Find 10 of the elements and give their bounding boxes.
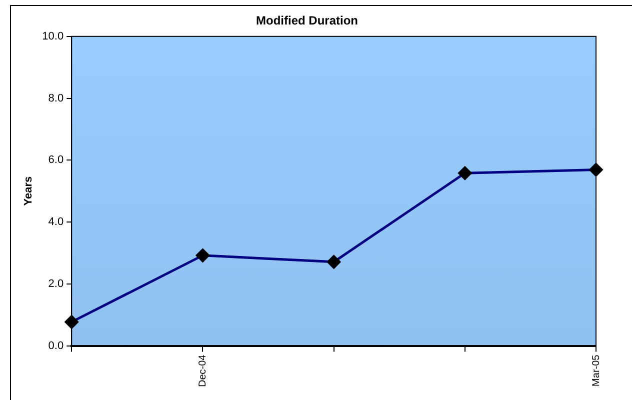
y-tick-label: 6.0 (48, 154, 64, 166)
chart-title: Modified Duration (256, 14, 358, 28)
x-tick-label: Dec-04 (197, 354, 208, 388)
y-tick-label: 8.0 (48, 92, 64, 104)
y-tick-label: 2.0 (48, 278, 64, 290)
x-tick-label: Mar-05 (590, 354, 602, 386)
y-axis-title: Years (22, 176, 35, 206)
y-tick-label: 4.0 (48, 216, 64, 228)
y-tick-label: 10.0 (42, 30, 64, 42)
y-tick-label: 0.0 (48, 340, 64, 352)
